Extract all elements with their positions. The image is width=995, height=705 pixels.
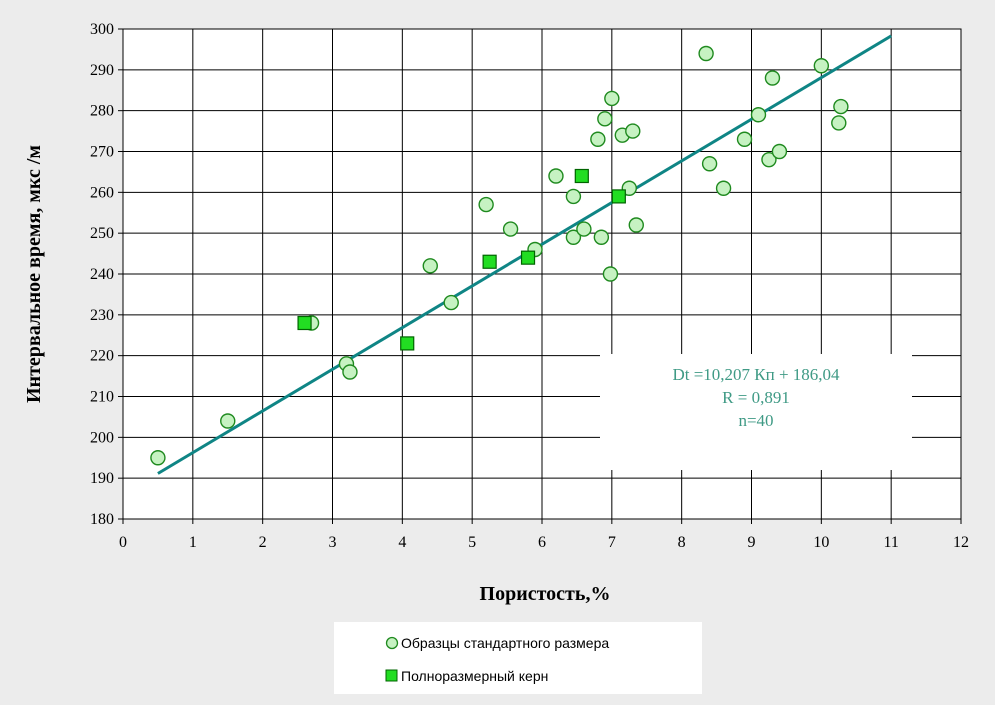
data-points — [150, 45, 849, 466]
scatter-point-standard — [597, 111, 613, 127]
scatter-point-standard — [698, 45, 714, 62]
scatter-point-standard — [833, 98, 849, 115]
y-tick-label: 250 — [90, 225, 114, 242]
scatter-point-fullsize — [611, 189, 626, 204]
scatter-point-standard — [422, 258, 438, 274]
scatter-point-standard — [602, 266, 619, 282]
y-tick-label: 240 — [90, 266, 114, 283]
y-tick-labels: 180 190 200 210 220 230 240 250 260 270 280 290 300 — [90, 21, 114, 528]
scatter-point-standard — [502, 221, 519, 237]
y-tick-label: 260 — [90, 184, 114, 201]
equation-box — [600, 354, 912, 470]
scatter-point-standard — [220, 413, 236, 429]
scatter-point-standard — [565, 229, 582, 245]
x-tick-label: 8 — [678, 534, 686, 551]
scatter-point-standard — [761, 151, 777, 168]
y-tick-label: 190 — [90, 470, 114, 487]
x-tick-labels: 0 1 2 3 4 5 6 7 8 9 10 11 12 — [119, 534, 969, 551]
scatter-point-standard — [478, 196, 494, 213]
scatter-point-standard — [150, 450, 166, 466]
scatter-point-standard — [576, 221, 592, 237]
scatter-point-standard — [750, 107, 767, 123]
x-tick-label: 11 — [883, 534, 898, 551]
y-axis-title: Интервальное время, мкс /м — [23, 145, 45, 403]
x-tick-label: 6 — [538, 534, 546, 551]
equation-line-3: n=40 — [738, 411, 773, 430]
y-tick-label: 270 — [90, 144, 114, 161]
scatter-point-standard — [813, 58, 830, 74]
scatter-point-standard — [736, 131, 753, 147]
y-tick-label: 230 — [90, 307, 114, 324]
scatter-point-standard — [764, 70, 781, 86]
x-tick-label: 9 — [748, 534, 756, 551]
scatter-point-standard — [625, 123, 641, 139]
scatter-point-standard — [590, 131, 606, 147]
legend-box — [334, 622, 702, 694]
x-tick-label: 12 — [953, 534, 969, 551]
x-tick-label: 7 — [608, 534, 616, 551]
scatter-point-standard — [443, 294, 459, 311]
scatter-point-standard — [548, 168, 564, 184]
scatter-point-fullsize — [574, 168, 589, 184]
legend-label-standard: Образцы стандартного размера — [401, 635, 609, 651]
scatter-point-standard — [565, 188, 582, 205]
x-tick-label: 5 — [468, 534, 476, 551]
equation-line-1: Dt =10,207 Кп + 186,04 — [672, 365, 840, 384]
scatter-point-standard — [604, 90, 620, 107]
y-tick-label: 290 — [90, 62, 114, 79]
scatter-point-fullsize — [400, 336, 415, 351]
scatter-point-standard — [628, 217, 644, 233]
x-tick-label: 3 — [329, 534, 337, 551]
y-tick-label: 220 — [90, 348, 114, 365]
x-tick-label: 0 — [119, 534, 127, 551]
y-tick-label: 200 — [90, 429, 114, 446]
y-tick-label: 180 — [90, 511, 114, 528]
equation-line-2: R = 0,891 — [722, 388, 790, 407]
plot-border — [122, 28, 962, 520]
scatter-point-fullsize — [482, 254, 497, 269]
y-tick-label: 210 — [90, 389, 114, 406]
scatter-point-standard — [771, 143, 788, 160]
x-tick-label: 1 — [189, 534, 197, 551]
x-tick-label: 10 — [813, 534, 829, 551]
scatter-point-fullsize — [297, 315, 312, 331]
x-axis-title: Пористость,% — [480, 583, 611, 605]
scatter-point-standard — [342, 364, 358, 380]
scatter-point-standard — [593, 229, 610, 245]
x-tick-label: 2 — [259, 534, 267, 551]
legend-square-marker — [385, 669, 398, 682]
legend-label-fullsize: Полноразмерный керн — [401, 668, 548, 684]
scatter-point-fullsize — [520, 250, 536, 265]
x-tick-label: 4 — [398, 534, 406, 551]
scatter-point-standard — [831, 115, 847, 131]
legend-circle-marker — [385, 636, 399, 650]
scatter-point-standard — [701, 156, 718, 172]
y-tick-label: 300 — [90, 21, 114, 38]
y-tick-label: 280 — [90, 103, 114, 120]
scatter-point-standard — [715, 180, 732, 196]
